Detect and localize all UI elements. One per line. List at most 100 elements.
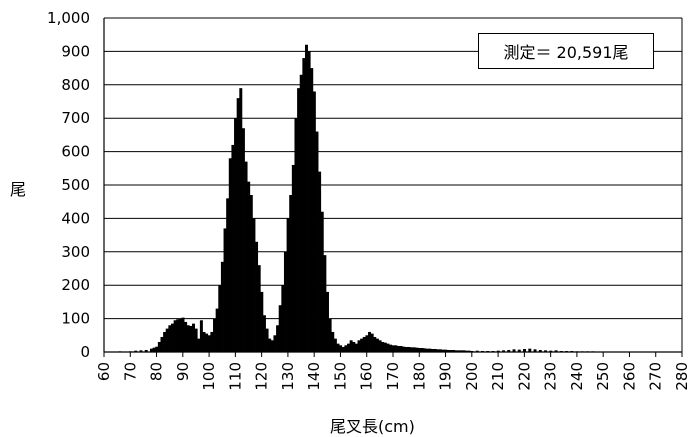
bar <box>276 325 279 352</box>
bar <box>373 337 376 352</box>
bar <box>358 340 361 352</box>
bar <box>179 319 182 352</box>
bar <box>163 332 166 352</box>
x-tick-label: 150 <box>331 362 349 391</box>
bar <box>308 51 311 352</box>
x-tick-label: 140 <box>305 362 323 391</box>
bar <box>292 165 295 352</box>
bar <box>355 344 358 352</box>
bar <box>197 339 200 352</box>
bar <box>260 292 263 352</box>
bar <box>189 326 192 352</box>
bar <box>221 262 224 352</box>
bar <box>171 324 174 352</box>
x-tick-label: 130 <box>279 362 297 391</box>
bar <box>250 195 253 352</box>
bar <box>392 345 395 352</box>
bar <box>365 335 368 352</box>
bar <box>294 118 297 352</box>
bar <box>337 344 340 352</box>
bar <box>289 195 292 352</box>
bar <box>158 342 161 352</box>
bar <box>160 337 163 352</box>
bar <box>224 228 227 352</box>
bar <box>371 334 374 352</box>
bar <box>229 158 232 352</box>
bar <box>413 347 416 352</box>
bar <box>352 342 355 352</box>
bar <box>386 344 389 352</box>
bar <box>300 75 303 352</box>
bar <box>168 325 171 352</box>
bar <box>281 285 284 352</box>
x-tick-label: 90 <box>174 362 192 381</box>
count-annotation: 測定＝ 20,591尾 <box>503 39 628 63</box>
bar <box>302 58 305 352</box>
x-tick-label: 120 <box>253 362 271 391</box>
bar <box>344 345 347 352</box>
x-tick-label: 110 <box>226 362 244 391</box>
bar <box>252 218 255 352</box>
y-tick-label: 100 <box>61 310 90 328</box>
bar <box>329 319 332 352</box>
bar <box>247 182 250 352</box>
bar <box>203 332 206 352</box>
x-tick-label: 60 <box>95 362 113 381</box>
bar <box>208 335 211 352</box>
bar <box>218 285 221 352</box>
bar <box>376 339 379 352</box>
bar <box>255 242 258 352</box>
bar <box>226 198 229 352</box>
bar <box>410 347 413 352</box>
bar <box>187 325 190 352</box>
bar <box>379 340 382 352</box>
bar <box>155 347 158 352</box>
bar <box>279 305 282 352</box>
bar <box>216 309 219 352</box>
y-tick-label: 1,000 <box>47 9 90 27</box>
bar <box>334 339 337 352</box>
bar <box>176 319 179 352</box>
x-axis-title: 尾叉長(cm) <box>330 413 415 437</box>
bar <box>239 88 242 352</box>
bar <box>166 329 169 352</box>
bar <box>318 172 321 352</box>
bar <box>368 332 371 352</box>
bar <box>287 218 290 352</box>
y-tick-label: 200 <box>61 276 90 294</box>
bar <box>384 343 387 352</box>
bar <box>195 329 198 352</box>
bar <box>263 315 266 352</box>
bar <box>258 265 261 352</box>
count-annotation-box: 測定＝ 20,591尾 <box>478 33 654 69</box>
y-axis-title: 尾 <box>10 176 26 200</box>
y-tick-label: 900 <box>61 42 90 60</box>
bar <box>313 91 316 352</box>
bar <box>231 145 234 352</box>
bar <box>310 68 313 352</box>
x-tick-label: 100 <box>200 362 218 391</box>
bar <box>339 345 342 352</box>
bar <box>402 347 405 352</box>
x-tick-label: 230 <box>542 362 560 391</box>
bar <box>268 339 271 352</box>
bar <box>213 319 216 352</box>
x-tick-label: 210 <box>489 362 507 391</box>
bar <box>326 292 329 352</box>
bar <box>205 334 208 352</box>
bar <box>245 162 248 352</box>
bar <box>297 88 300 352</box>
y-tick-label: 700 <box>61 109 90 127</box>
bar <box>182 318 185 352</box>
bar <box>347 344 350 352</box>
x-tick-label: 160 <box>358 362 376 391</box>
x-tick-label: 240 <box>568 362 586 391</box>
bar <box>331 332 334 352</box>
y-tick-label: 500 <box>61 176 90 194</box>
bar <box>394 345 397 352</box>
bar <box>234 118 237 352</box>
bar <box>405 347 408 352</box>
bar <box>315 132 318 352</box>
